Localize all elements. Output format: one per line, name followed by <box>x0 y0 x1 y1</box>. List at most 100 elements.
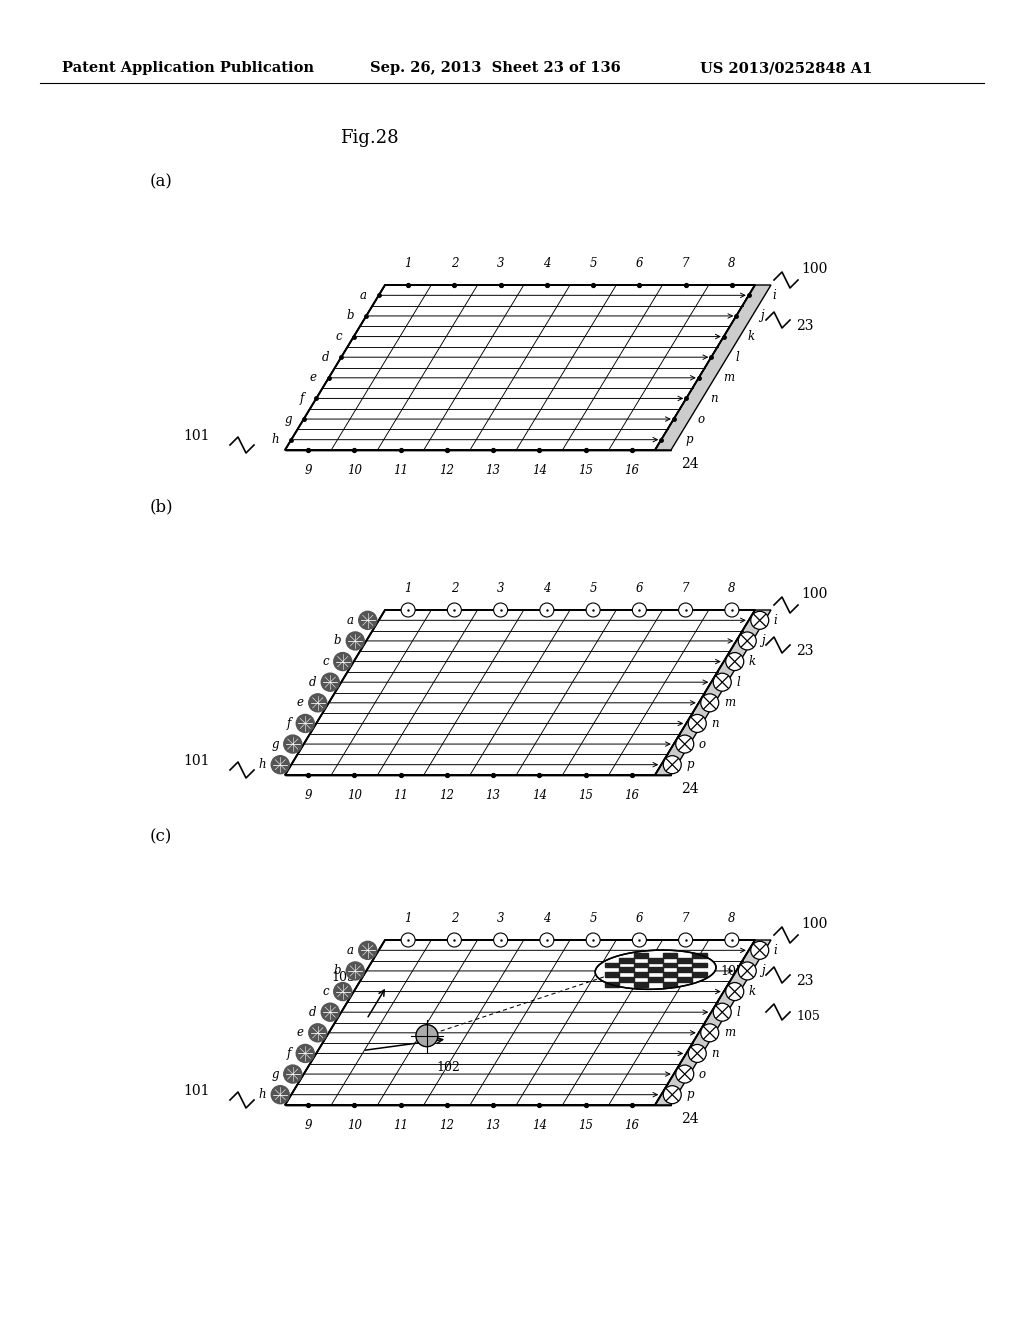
Bar <box>692 953 707 958</box>
Text: m: m <box>724 1027 735 1039</box>
Text: 100: 100 <box>801 261 827 276</box>
Circle shape <box>494 603 508 616</box>
Text: 5: 5 <box>590 912 597 925</box>
Text: 2: 2 <box>451 257 458 271</box>
Bar <box>678 968 692 972</box>
Circle shape <box>726 652 743 671</box>
Circle shape <box>586 933 600 946</box>
Text: 3: 3 <box>497 912 505 925</box>
Circle shape <box>358 611 377 630</box>
Text: m: m <box>723 371 734 384</box>
Text: o: o <box>698 738 706 751</box>
Text: 12: 12 <box>439 465 455 477</box>
Text: 7: 7 <box>682 257 689 271</box>
Circle shape <box>725 603 739 616</box>
Polygon shape <box>655 940 771 1105</box>
Text: 101: 101 <box>183 1084 210 1098</box>
Bar <box>604 982 620 986</box>
Bar <box>648 958 663 962</box>
Text: b: b <box>347 309 354 322</box>
Text: c: c <box>323 655 329 668</box>
Circle shape <box>322 1003 339 1022</box>
Circle shape <box>322 673 339 692</box>
Bar <box>648 977 663 982</box>
Circle shape <box>346 632 365 649</box>
Circle shape <box>679 603 692 616</box>
Text: b: b <box>334 965 341 977</box>
Circle shape <box>633 603 646 616</box>
Text: 105: 105 <box>796 1010 820 1023</box>
Circle shape <box>540 933 554 946</box>
Text: 16: 16 <box>625 1119 639 1133</box>
Text: l: l <box>736 1006 740 1019</box>
Text: 8: 8 <box>728 912 735 925</box>
Text: 7: 7 <box>682 912 689 925</box>
Text: 15: 15 <box>579 1119 593 1133</box>
Text: b: b <box>334 635 341 647</box>
Text: n: n <box>712 1047 719 1060</box>
Circle shape <box>679 933 692 946</box>
Text: j: j <box>760 309 764 322</box>
Text: c: c <box>323 985 329 998</box>
Text: e: e <box>297 1027 304 1039</box>
Text: Sep. 26, 2013  Sheet 23 of 136: Sep. 26, 2013 Sheet 23 of 136 <box>370 61 621 75</box>
Circle shape <box>664 1085 681 1104</box>
Text: 11: 11 <box>393 465 409 477</box>
Circle shape <box>346 962 365 979</box>
Circle shape <box>401 933 415 946</box>
Text: f: f <box>287 1047 291 1060</box>
Text: 24: 24 <box>681 781 698 796</box>
Text: 101: 101 <box>183 429 210 444</box>
Text: h: h <box>271 433 280 446</box>
Text: 14: 14 <box>531 789 547 803</box>
Text: 6: 6 <box>636 912 643 925</box>
Text: US 2013/0252848 A1: US 2013/0252848 A1 <box>700 61 872 75</box>
Circle shape <box>447 603 462 616</box>
Circle shape <box>296 1044 314 1063</box>
Text: 15: 15 <box>579 465 593 477</box>
Text: 10: 10 <box>347 1119 361 1133</box>
Text: 23: 23 <box>796 319 813 333</box>
Text: 102: 102 <box>437 1061 461 1073</box>
Text: 15: 15 <box>579 789 593 803</box>
Text: 23: 23 <box>796 974 813 987</box>
Circle shape <box>688 1044 707 1063</box>
Text: 9: 9 <box>304 789 312 803</box>
Text: 5: 5 <box>590 257 597 271</box>
Bar <box>663 953 678 958</box>
Bar <box>634 962 648 968</box>
Text: 23: 23 <box>796 644 813 657</box>
Text: g: g <box>271 738 279 751</box>
Text: 13: 13 <box>485 465 501 477</box>
Circle shape <box>416 1024 438 1047</box>
Text: d: d <box>309 676 316 689</box>
Circle shape <box>540 603 554 616</box>
Text: 12: 12 <box>439 789 455 803</box>
Bar <box>692 962 707 968</box>
Bar <box>678 977 692 982</box>
Bar <box>634 982 648 986</box>
Text: e: e <box>309 371 316 384</box>
Text: 14: 14 <box>531 1119 547 1133</box>
Text: 7: 7 <box>682 582 689 595</box>
Text: 2: 2 <box>451 912 458 925</box>
Bar <box>663 972 678 977</box>
Bar <box>692 972 707 977</box>
Text: 107: 107 <box>721 965 744 978</box>
Circle shape <box>738 962 757 979</box>
Text: 16: 16 <box>625 789 639 803</box>
Circle shape <box>271 1085 289 1104</box>
Circle shape <box>664 755 681 774</box>
Text: n: n <box>711 392 718 405</box>
Circle shape <box>676 1065 693 1084</box>
Circle shape <box>358 941 377 960</box>
Text: a: a <box>347 614 353 627</box>
Text: o: o <box>697 413 705 425</box>
Text: 11: 11 <box>393 1119 409 1133</box>
Text: i: i <box>773 289 776 302</box>
Circle shape <box>401 603 415 616</box>
Text: 1: 1 <box>404 582 412 595</box>
Text: 2: 2 <box>451 582 458 595</box>
Bar <box>663 962 678 968</box>
Bar <box>604 972 620 977</box>
